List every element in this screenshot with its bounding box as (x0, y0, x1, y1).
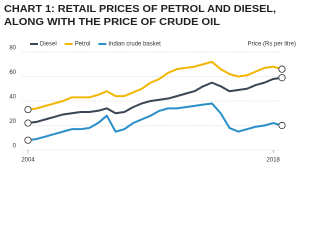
y-tick-label: 60 (9, 70, 16, 76)
chart: CHART 1: RETAIL PRICES OF PETROL AND DIE… (4, 3, 296, 164)
series-line (27, 76, 283, 125)
series-line (27, 102, 283, 142)
y-tick-label: 0 (13, 144, 17, 150)
end-marker (24, 105, 32, 114)
x-tick-label: 2004 (21, 158, 35, 164)
chart-title: ALONG WITH THE PRICE OF CRUDE OIL (4, 16, 221, 28)
series-line (27, 60, 283, 111)
end-marker (24, 136, 32, 144)
end-marker (278, 65, 286, 73)
end-marker (278, 74, 286, 82)
end-marker (24, 119, 32, 127)
x-tick-label: 2018 (267, 158, 281, 164)
y-axis-label: Price (Rs per litre) (248, 42, 296, 48)
y-tick-label: 40 (9, 95, 16, 101)
legend-label: Petrol (75, 42, 91, 48)
y-tick-label: 20 (9, 119, 16, 125)
legend-label: Diesel (40, 42, 57, 48)
chart-title: CHART 1: RETAIL PRICES OF PETROL AND DIE… (4, 3, 276, 15)
y-tick-label: 80 (9, 46, 16, 52)
legend-label: Indian crude basket (108, 42, 161, 48)
end-marker (278, 121, 286, 130)
